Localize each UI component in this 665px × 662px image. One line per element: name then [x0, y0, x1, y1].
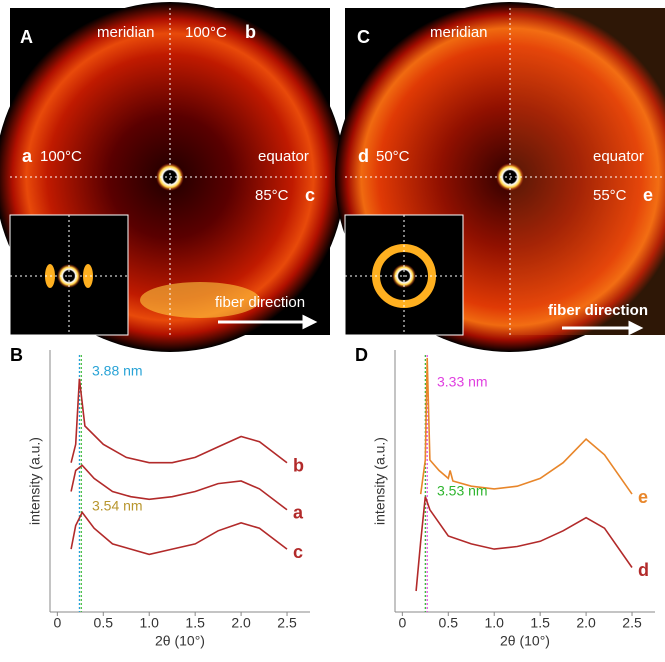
panel-a: A meridian 100°C b a 100°C equator 85°C …: [0, 2, 345, 352]
bright-half: [510, 8, 665, 335]
x-tick-label: 2.5: [622, 615, 642, 631]
arrow-label: fiber direction: [215, 294, 305, 311]
figure: A meridian 100°C b a 100°C equator 85°C …: [0, 0, 665, 657]
x-axis-label: 2θ (10°): [155, 633, 205, 649]
x-tick-label: 1.0: [484, 615, 504, 631]
curve: [71, 512, 287, 554]
y-axis-label: intensity (a.u.): [27, 437, 43, 525]
curve-id: b: [245, 22, 256, 42]
temperature: 85°C: [255, 187, 289, 204]
panel-label: B: [10, 345, 23, 365]
temperature: 55°C: [593, 187, 627, 204]
x-tick-label: 0: [53, 615, 61, 631]
arrow-label: fiber direction: [548, 302, 648, 319]
equator-label: equator: [593, 148, 644, 165]
meridian-label: meridian: [97, 24, 155, 41]
curve: [71, 379, 287, 463]
annotation: 3.33 nm: [437, 374, 488, 390]
temperature: 100°C: [40, 148, 82, 165]
curve: [416, 497, 632, 591]
equator-label: equator: [258, 148, 309, 165]
curve-label: e: [638, 487, 648, 507]
curve-label: a: [293, 503, 304, 523]
meridian-label: meridian: [430, 24, 488, 41]
x-tick-label: 0.5: [439, 615, 459, 631]
x-tick-label: 0.5: [94, 615, 114, 631]
panel-label: A: [20, 27, 33, 47]
curve-id: c: [305, 185, 315, 205]
curve-label: c: [293, 542, 303, 562]
curve-id: e: [643, 185, 653, 205]
x-tick-label: 1.0: [139, 615, 159, 631]
curve-label: b: [293, 455, 304, 475]
annotation: 3.53 nm: [437, 483, 488, 499]
curve-id: d: [358, 146, 369, 166]
x-tick-label: 2.0: [231, 615, 251, 631]
panel-label: C: [357, 27, 370, 47]
temperature: 100°C: [185, 24, 227, 41]
x-tick-label: 0: [398, 615, 406, 631]
x-tick-label: 2.0: [576, 615, 596, 631]
x-tick-label: 2.5: [277, 615, 297, 631]
x-tick-label: 1.5: [185, 615, 205, 631]
panel-label: D: [355, 345, 368, 365]
curve-label: d: [638, 560, 649, 580]
x-tick-label: 1.5: [530, 615, 550, 631]
x-axis-label: 2θ (10°): [500, 633, 550, 649]
temperature: 50°C: [376, 148, 410, 165]
panel-c: C meridian d 50°C equator 55°C e fiber d…: [335, 2, 665, 352]
annotation: 3.54 nm: [92, 498, 143, 514]
y-axis-label: intensity (a.u.): [372, 437, 388, 525]
curve-id: a: [22, 146, 33, 166]
annotation: 3.88 nm: [92, 363, 143, 379]
